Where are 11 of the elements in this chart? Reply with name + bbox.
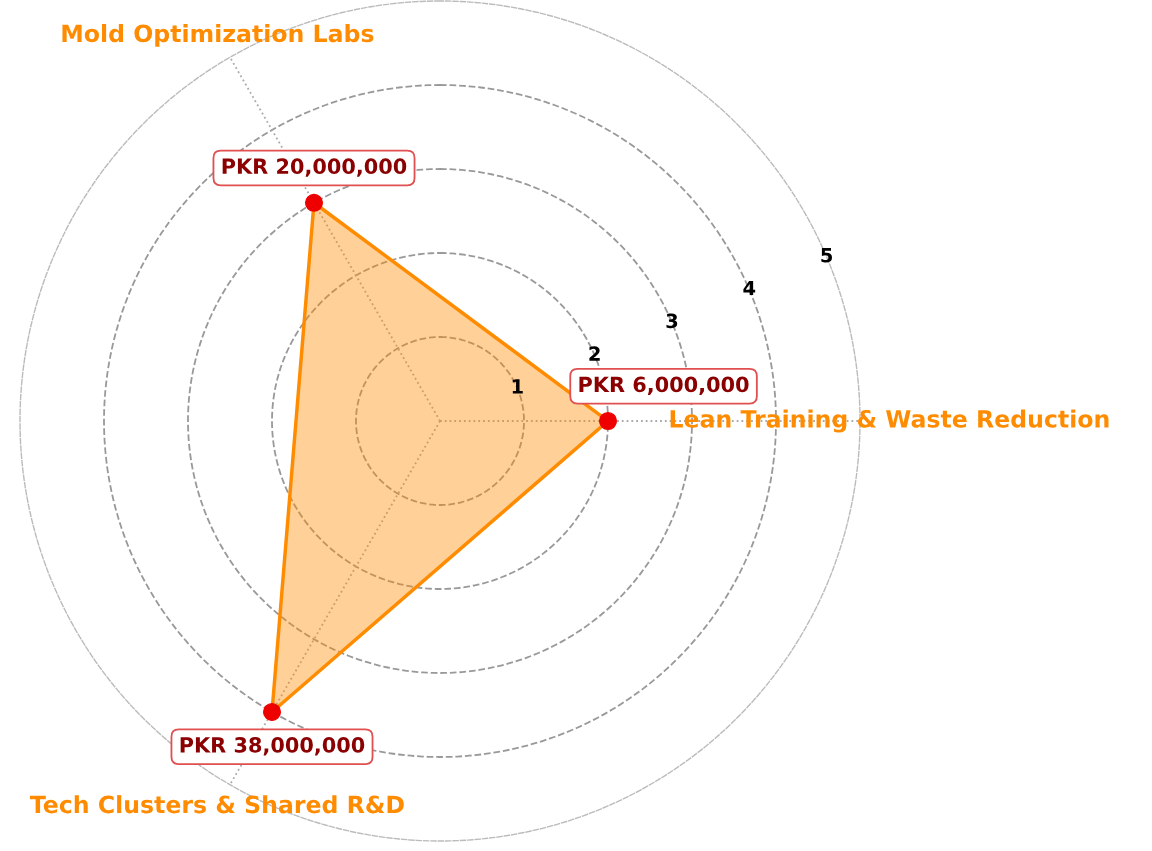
y-tick-label: 1 <box>512 379 523 394</box>
spoke-label: Lean Training & Waste Reduction <box>670 409 1109 433</box>
y-tick-label: 2 <box>589 346 600 361</box>
data-label: PKR 6,000,000 <box>579 376 749 395</box>
spoke-label: Tech Clusters & Shared R&D <box>29 795 404 814</box>
y-tick-label: 4 <box>743 280 756 296</box>
y-tick-label: 5 <box>821 248 833 263</box>
data-label: PKR 20,000,000 <box>222 158 407 177</box>
spoke-label: Mold Optimization Labs <box>62 24 374 47</box>
y-tick-label: 3 <box>666 313 678 329</box>
data-label: PKR 38,000,000 <box>180 736 365 756</box>
